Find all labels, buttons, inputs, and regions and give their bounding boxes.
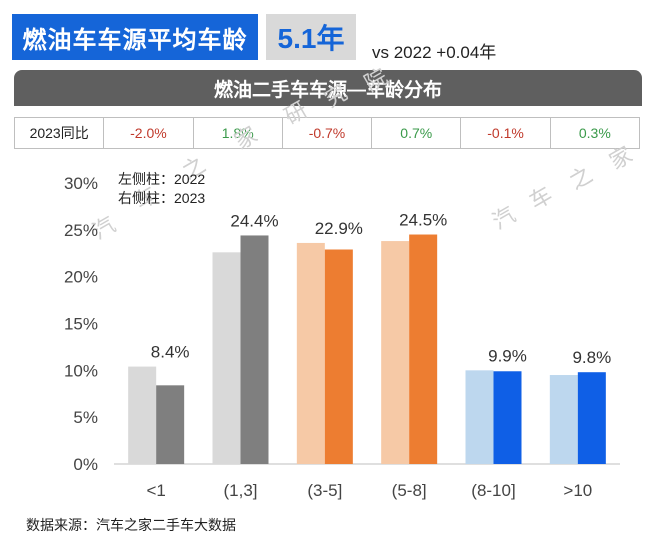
- bar-2022: [381, 241, 410, 464]
- bar-2022: [296, 242, 325, 464]
- watermark-char: 究: [320, 80, 352, 113]
- yoy-value: -2.0%: [103, 118, 192, 148]
- chart-subtitle: 燃油二手车车源—车龄分布: [14, 70, 642, 106]
- bar-2023: [493, 371, 522, 464]
- legend-right-bar: 右侧柱：2023: [118, 190, 206, 206]
- x-tick-label: (1,3]: [223, 481, 257, 500]
- y-tick-label: 30%: [64, 174, 98, 193]
- y-tick-label: 20%: [64, 268, 98, 287]
- yoy-value: 0.3%: [549, 118, 639, 148]
- watermark-char: 家: [230, 122, 262, 155]
- watermark-char: 汽: [488, 202, 520, 235]
- bar-2023: [409, 234, 438, 464]
- watermark-char: 车: [525, 182, 557, 215]
- header-title: 燃油车车源平均车龄: [12, 14, 258, 60]
- yoy-row: 2023同比 -2.0% 1.8% -0.7% 0.7% -0.1% 0.3%: [14, 117, 640, 149]
- x-tick-label: >10: [563, 481, 592, 500]
- watermark-char: 研: [280, 97, 312, 130]
- yoy-value: -0.7%: [281, 118, 371, 148]
- yoy-label: 2023同比: [29, 125, 89, 141]
- bar-2022: [465, 370, 494, 464]
- data-label: 24.4%: [230, 211, 278, 230]
- data-label: 9.9%: [488, 346, 527, 365]
- x-tick-label: (5-8]: [392, 481, 427, 500]
- y-tick-label: 10%: [64, 361, 98, 380]
- bar-2022: [212, 252, 241, 464]
- yoy-value: -0.1%: [460, 118, 549, 148]
- y-tick-label: 5%: [73, 408, 98, 427]
- yoy-value: 0.7%: [371, 118, 460, 148]
- bar-2022: [128, 366, 157, 464]
- average-age-value: 5.1年: [266, 14, 356, 60]
- legend-note: 左侧柱：2022 右侧柱：2023: [118, 170, 205, 208]
- data-source: 数据来源：汽车之家二手车大数据: [26, 517, 236, 533]
- data-label: 22.9%: [315, 219, 363, 238]
- bar-2023: [324, 249, 353, 464]
- x-tick-label: (8-10]: [471, 481, 515, 500]
- x-tick-label: <1: [146, 481, 165, 500]
- legend-left-bar: 左侧柱：2022: [118, 171, 206, 187]
- watermark-char: 家: [605, 142, 637, 175]
- bar-2022: [549, 375, 578, 464]
- data-label: 9.8%: [572, 348, 611, 367]
- data-label: 24.5%: [399, 211, 447, 230]
- y-tick-label: 15%: [64, 315, 98, 334]
- yoy-comparison-text: vs 2022 +0.04年: [372, 43, 497, 62]
- bar-2023: [156, 385, 185, 464]
- y-tick-label: 0%: [73, 455, 98, 474]
- x-tick-label: (3-5]: [307, 481, 342, 500]
- bar-2023: [577, 372, 606, 464]
- data-label: 8.4%: [151, 343, 190, 362]
- yoy-value: 1.8%: [192, 118, 282, 148]
- y-tick-label: 25%: [64, 221, 98, 240]
- bar-2023: [240, 235, 269, 464]
- watermark-char: 之: [565, 162, 597, 195]
- watermark-char: 院: [360, 64, 392, 97]
